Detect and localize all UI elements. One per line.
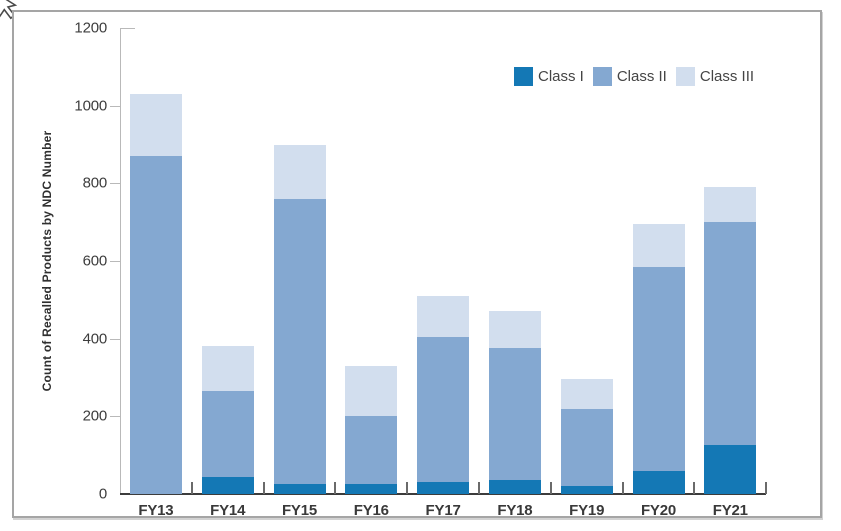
- y-tick-label: 600: [82, 252, 108, 270]
- x-tick: [765, 482, 768, 494]
- segment-class-i: [560, 486, 613, 494]
- segment-class-ii: [273, 198, 326, 485]
- bar-fy13: [129, 12, 182, 494]
- legend-item-class-i: Class I: [514, 67, 584, 86]
- x-tick-label-fy13: FY13: [138, 502, 174, 519]
- y-tick-label: 800: [82, 174, 108, 192]
- segment-class-i: [417, 482, 470, 494]
- segment-class-ii: [201, 391, 254, 477]
- legend-label: Class II: [616, 68, 667, 85]
- segment-class-iii: [345, 365, 398, 417]
- legend-label: Class III: [699, 68, 755, 85]
- x-tick: [693, 482, 696, 494]
- y-top-tick: [120, 28, 135, 29]
- bar-fy14: [201, 12, 254, 494]
- bar-fy18: [488, 12, 541, 494]
- x-tick: [621, 482, 624, 494]
- bar-fy16: [345, 12, 398, 494]
- y-tick-label: 200: [82, 407, 108, 425]
- y-axis-line: [120, 28, 121, 494]
- segment-class-iii: [129, 94, 182, 157]
- legend: Class I Class II Class III: [514, 67, 754, 86]
- segment-class-iii: [560, 379, 613, 409]
- legend-swatch: [592, 67, 612, 86]
- segment-class-ii: [129, 156, 182, 494]
- segment-class-ii: [704, 222, 757, 446]
- bar-fy17: [417, 12, 470, 494]
- figure-frame: Class I Class II Class III Count of Recall…: [12, 10, 822, 519]
- segment-class-i: [273, 484, 326, 494]
- bar-fy19: [560, 12, 613, 494]
- x-tick-label-fy15: FY15: [281, 502, 318, 519]
- y-tick: [110, 105, 120, 107]
- segment-class-i: [632, 470, 685, 494]
- legend-item-class-ii: Class II: [592, 67, 667, 86]
- y-tick: [110, 261, 120, 262]
- x-tick-label-fy20: FY20: [640, 502, 677, 519]
- x-tick-label-fy21: FY21: [712, 502, 748, 519]
- segment-class-ii: [632, 266, 685, 471]
- segment-class-iii: [201, 346, 254, 392]
- x-tick: [549, 482, 552, 494]
- segment-class-ii: [345, 416, 398, 485]
- segment-class-iii: [632, 224, 685, 267]
- segment-class-iii: [704, 187, 757, 223]
- plot-area: 0 200 400 600 800 1000 1200 FY13 FY14 FY15 FY16 FY1…: [14, 12, 820, 519]
- segment-class-iii: [488, 311, 541, 349]
- segment-class-ii: [488, 348, 541, 481]
- segment-class-iii: [417, 295, 470, 337]
- x-tick-label-fy16: FY16: [353, 502, 389, 519]
- bar-fy15: [273, 12, 326, 494]
- segment-class-ii: [417, 336, 470, 483]
- x-tick-label-fy17: FY17: [425, 502, 461, 519]
- legend-label: Class I: [538, 68, 584, 85]
- segment-class-i: [488, 480, 541, 494]
- bar-fy21: [704, 12, 757, 494]
- x-tick-label-fy14: FY14: [210, 502, 246, 519]
- x-tick: [406, 482, 409, 494]
- y-tick-label: 400: [82, 330, 108, 348]
- y-tick: [110, 338, 120, 340]
- bar-fy20: [632, 12, 685, 494]
- segment-class-i: [201, 476, 254, 494]
- legend-swatch: [514, 67, 533, 86]
- y-tick-label: 0: [98, 485, 107, 503]
- y-tick: [110, 183, 120, 185]
- x-axis-line: [120, 493, 767, 495]
- x-tick-label-fy18: FY18: [497, 502, 533, 519]
- legend-swatch: [675, 67, 695, 86]
- x-tick-label-fy19: FY19: [569, 502, 605, 519]
- x-tick: [478, 482, 480, 494]
- legend-item-class-iii: Class III: [675, 67, 755, 86]
- segment-class-i: [345, 484, 398, 494]
- segment-class-iii: [273, 144, 326, 199]
- segment-class-i: [704, 445, 757, 494]
- y-tick: [110, 416, 120, 418]
- segment-class-ii: [560, 408, 613, 487]
- x-tick: [334, 482, 337, 494]
- x-tick: [262, 482, 265, 494]
- x-tick: [190, 482, 193, 494]
- y-tick-label: 1200: [74, 19, 107, 37]
- y-tick-label: 1000: [74, 97, 107, 115]
